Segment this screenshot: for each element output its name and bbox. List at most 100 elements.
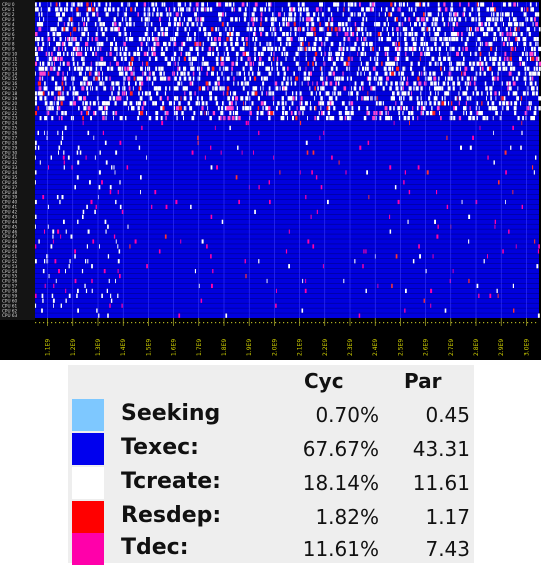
trace-event — [438, 46, 441, 52]
trace-event — [343, 86, 347, 91]
trace-event — [62, 155, 65, 160]
trace-event — [529, 56, 531, 61]
trace-event — [187, 17, 191, 22]
trace-event — [35, 293, 37, 298]
trace-event — [404, 41, 408, 47]
trace-event — [292, 116, 294, 121]
trace-event — [526, 66, 530, 71]
trace-event — [194, 12, 197, 17]
trace-event — [237, 81, 239, 86]
axis-ruler-dot — [527, 322, 529, 324]
trace-event — [390, 116, 393, 121]
trace-event — [216, 165, 218, 170]
trace-event — [415, 37, 417, 42]
trace-event — [453, 17, 457, 22]
trace-event — [35, 91, 37, 96]
legend-cyc-value: 11.61% — [302, 537, 379, 561]
axis-ruler-dot — [135, 322, 137, 324]
trace-event — [165, 27, 169, 32]
trace-event — [400, 101, 403, 106]
trace-event — [471, 76, 473, 81]
axis-ruler-dot — [143, 322, 145, 324]
trace-event — [319, 22, 321, 27]
trace-event — [117, 259, 120, 264]
trace-event — [209, 91, 212, 96]
trace-event — [221, 219, 224, 224]
trace-event — [509, 66, 513, 71]
trace-event — [422, 46, 425, 52]
legend-par-value: 1.17 — [425, 505, 470, 529]
trace-view[interactable]: CPU 0 CPU 1 CPU 2 CPU 3 CPU 4 CPU 5 CPU 6 CPU 7… — [0, 0, 541, 360]
trace-event — [35, 71, 36, 76]
trace-event — [173, 56, 176, 61]
trace-event — [389, 165, 392, 170]
trace-event — [471, 7, 474, 12]
trace-event — [62, 86, 65, 91]
trace-event — [274, 46, 277, 52]
trace-event — [441, 86, 444, 91]
trace-event — [180, 12, 183, 17]
trace-event — [438, 76, 440, 81]
trace-event — [60, 56, 63, 61]
trace-event — [301, 2, 305, 7]
legend-par-value: 0.45 — [425, 403, 470, 427]
trace-event — [35, 140, 37, 145]
trace-event — [427, 2, 430, 7]
trace-event — [528, 27, 530, 32]
trace-event — [221, 106, 224, 111]
trace-event — [392, 27, 394, 32]
trace-event — [398, 71, 400, 76]
trace-event — [428, 61, 432, 66]
axis-ruler-dot — [171, 322, 173, 324]
trace-event — [83, 56, 85, 61]
trace-event — [86, 27, 88, 32]
trace-event — [468, 278, 470, 284]
trace-event — [142, 71, 144, 76]
trace-event — [123, 41, 126, 47]
trace-event — [81, 17, 83, 22]
trace-event — [229, 111, 232, 116]
trace-event — [402, 2, 405, 7]
trace-event — [75, 41, 78, 47]
trace-event — [209, 96, 212, 101]
trace-event — [249, 116, 251, 121]
legend-row-tcreate: Tcreate: 18.14% 11.61 — [68, 465, 474, 499]
trace-event — [430, 81, 433, 86]
axis-ruler-dot — [111, 322, 113, 324]
trace-event — [54, 27, 57, 32]
trace-event — [486, 91, 489, 96]
trace-event — [111, 165, 113, 170]
trace-event — [335, 51, 338, 57]
trace-event — [420, 37, 424, 42]
trace-event — [415, 2, 418, 7]
trace-event — [87, 32, 89, 37]
trace-event — [61, 135, 64, 140]
trace-event — [231, 71, 233, 76]
trace-event — [290, 27, 292, 32]
trace-event — [401, 91, 405, 96]
trace-event — [39, 17, 40, 22]
trace-event — [496, 288, 498, 294]
trace-event — [244, 106, 248, 111]
trace-event — [54, 86, 58, 91]
trace-event — [360, 81, 364, 86]
trace-event — [210, 27, 214, 32]
trace-event — [105, 111, 108, 116]
trace-event — [490, 7, 493, 12]
trace-event — [307, 116, 308, 121]
trace-event — [125, 71, 128, 76]
trace-event — [305, 195, 307, 200]
trace-event — [536, 37, 539, 42]
trace-event — [363, 116, 367, 121]
trace-event — [165, 116, 167, 121]
trace-event — [61, 111, 64, 116]
trace-event — [42, 298, 44, 303]
legend-swatch-tcreate — [72, 467, 104, 499]
trace-event — [78, 96, 82, 101]
axis-ruler-dot — [391, 322, 393, 324]
trace-event — [275, 106, 278, 111]
trace-event — [323, 130, 325, 136]
trace-event — [96, 12, 99, 17]
trace-event — [447, 86, 451, 91]
